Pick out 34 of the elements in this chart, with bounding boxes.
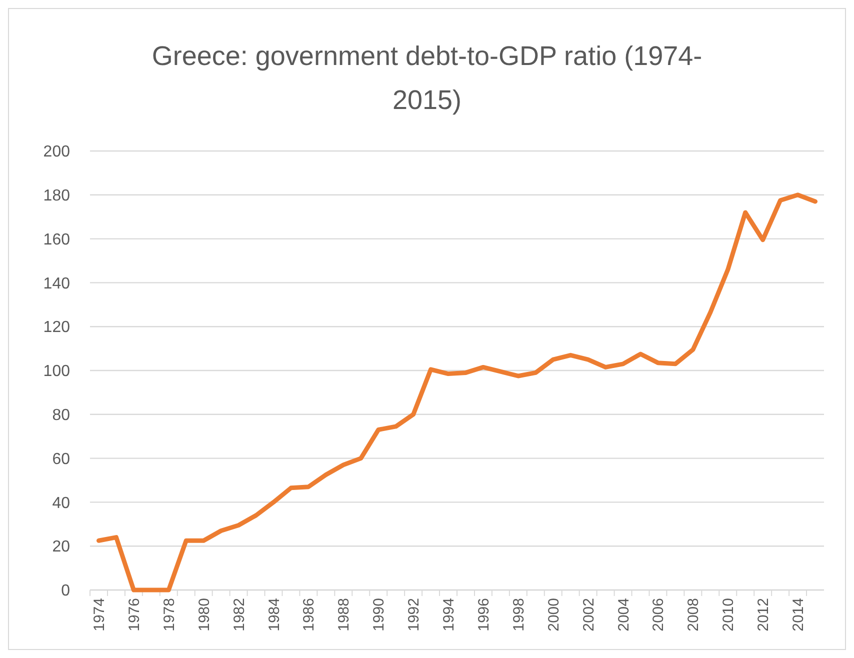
- chart-title: Greece: government debt-to-GDP ratio (1974-2015): [152, 41, 702, 115]
- x-tick-label: 1982: [230, 598, 248, 632]
- x-tick-label: 1974: [90, 598, 108, 632]
- y-tick-label: 80: [52, 407, 70, 424]
- y-tick-label: 200: [43, 144, 70, 161]
- y-tick-label: 60: [52, 450, 70, 468]
- x-tick-label: 1992: [406, 598, 423, 632]
- x-tick-label: 2000: [545, 598, 562, 632]
- x-tick-label: 2008: [685, 598, 702, 632]
- x-tick-label: 2012: [755, 598, 772, 632]
- x-tick-label: 1986: [300, 598, 318, 632]
- x-tick-label: 1998: [510, 598, 528, 632]
- x-tick-label: 2014: [790, 598, 808, 632]
- x-tick-label: 1988: [336, 598, 353, 632]
- x-tick-label: 1996: [475, 598, 492, 632]
- x-tick-label: 1990: [370, 598, 388, 632]
- x-tick-label: 2002: [580, 598, 598, 632]
- x-tick-label: 2006: [650, 598, 668, 632]
- x-tick-label: 1978: [160, 598, 178, 632]
- y-tick-label: 100: [43, 363, 70, 380]
- x-tick-label: 1980: [196, 598, 213, 632]
- x-tick-label: 1984: [266, 598, 283, 632]
- y-tick-label: 140: [43, 275, 70, 292]
- y-tick-label: 40: [52, 494, 70, 512]
- x-tick-label: 2010: [720, 598, 738, 632]
- line-series: [96, 192, 818, 592]
- y-tick-label: 120: [43, 319, 70, 336]
- y-tick-label: 160: [43, 231, 70, 248]
- y-tick-label: 180: [43, 188, 70, 204]
- x-tick-label: 1994: [440, 598, 458, 632]
- x-tick-label: 1976: [126, 598, 143, 632]
- y-tick-label: 0: [61, 582, 70, 600]
- y-tick-label: 20: [52, 538, 70, 556]
- x-tick-label: 2004: [615, 598, 632, 632]
